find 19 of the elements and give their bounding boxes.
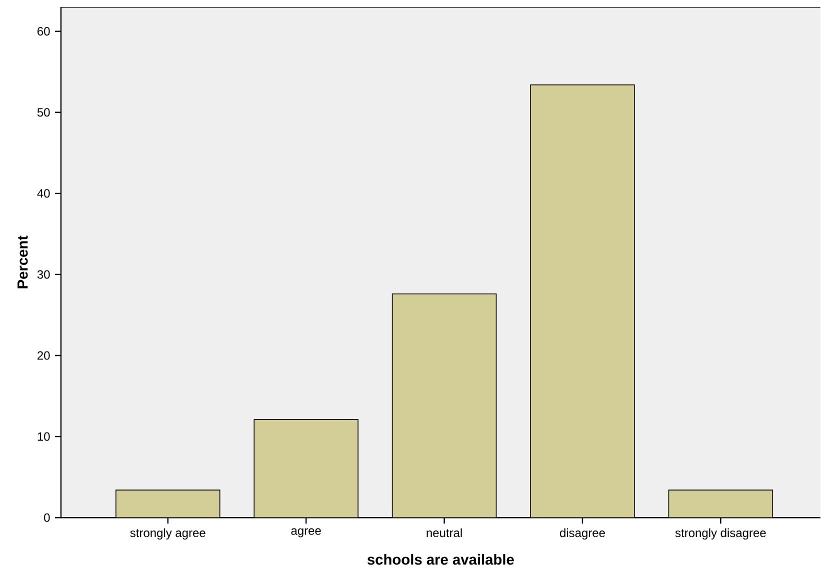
bar	[668, 490, 774, 518]
x-tick-label: disagree	[560, 528, 605, 540]
y-tick-label: 60	[38, 27, 50, 36]
y-tick-label: 30	[37, 270, 50, 279]
bar	[116, 490, 220, 518]
x-tick-label: agree	[291, 528, 321, 538]
y-tick-label: 40	[37, 189, 50, 198]
x-tick-label: strongly agree	[130, 528, 206, 540]
y-tick-label: 0	[44, 514, 50, 522]
y-axis-title: Percent	[18, 236, 28, 288]
bar	[254, 419, 358, 518]
y-tick-label: 50	[37, 108, 50, 117]
x-tick-label: strongly disagree	[675, 528, 766, 540]
x-tick-label: neutral	[426, 528, 462, 538]
y-tick-label: 10	[38, 432, 50, 442]
bar	[392, 294, 497, 518]
y-tick-label: 20	[38, 351, 50, 360]
bar	[530, 84, 635, 518]
x-axis-title: schools are available	[367, 554, 514, 565]
